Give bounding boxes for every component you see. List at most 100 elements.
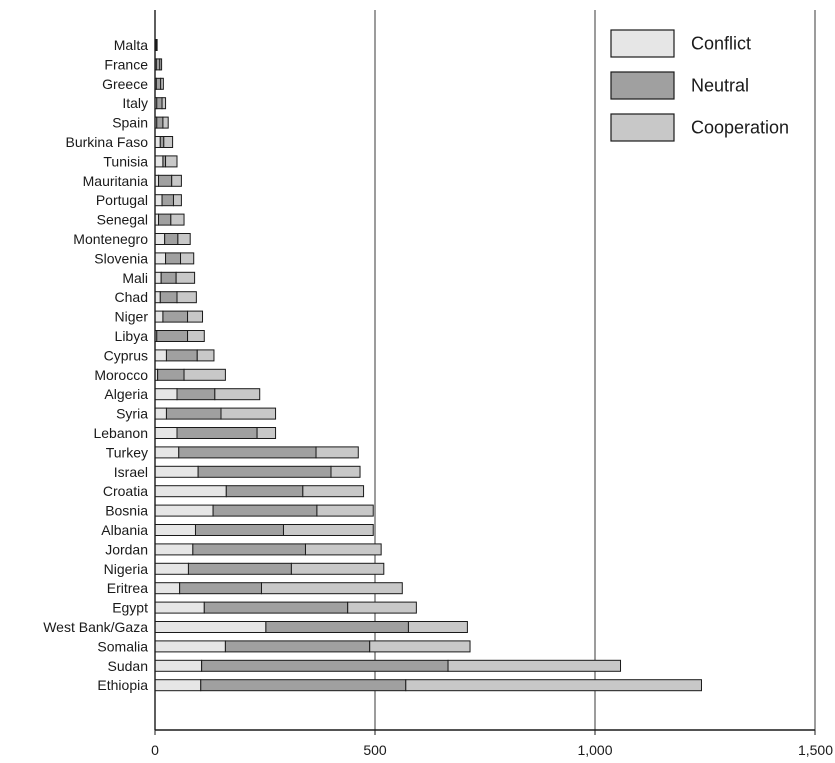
category-label-sudan: Sudan [108,658,148,674]
legend: Conflict Neutral Cooperation [610,29,789,142]
bar-jordan-conflict [154,543,194,556]
bar-sudan-neutral [201,659,449,672]
bar-spain-neutral [156,116,164,129]
bar-libya-neutral [156,330,189,342]
bar-italy-cooperation [161,97,167,110]
legend-label-neutral: Neutral [691,76,749,96]
legend-label-cooperation: Cooperation [691,118,789,138]
bar-burkina-faso-cooperation [163,136,174,148]
x-tick-label-1-000: 1,000 [577,742,612,758]
category-label-croatia: Croatia [103,483,148,499]
category-label-bosnia: Bosnia [105,503,148,519]
bar-nigeria-neutral [187,562,292,575]
bar-senegal-cooperation [170,213,185,226]
category-label-tunisia: Tunisia [103,153,148,169]
category-label-portugal: Portugal [96,192,148,208]
x-tick-labels: 0 500 1,000 1,500 [151,742,833,758]
bar-slovenia-cooperation [180,252,195,265]
bar-israel-conflict [154,465,199,478]
bar-turkey-neutral [178,446,317,459]
bar-burkina-faso-conflict [154,136,161,148]
bar-mali-cooperation [175,271,196,284]
bar-senegal-neutral [158,213,172,226]
legend-swatch-neutral [610,71,675,100]
bar-nigeria-cooperation [290,562,385,575]
bar-albania-conflict [154,524,196,536]
bar-libya-cooperation [187,330,205,342]
category-label-senegal: Senegal [97,212,148,228]
bar-west-bank-gaza-neutral [265,621,409,633]
bar-syria-cooperation [220,407,277,420]
bar-eritrea-neutral [179,582,262,595]
bar-slovenia-neutral [165,252,182,265]
bar-israel-cooperation [330,465,361,478]
bar-chad-cooperation [176,291,197,304]
bar-syria-conflict [154,407,167,420]
category-label-mauritania: Mauritania [83,173,149,189]
legend-label-conflict: Conflict [691,34,751,54]
bar-ethiopia-cooperation [405,679,702,692]
bar-france-neutral [155,58,161,71]
bar-sudan-cooperation [447,659,622,672]
bar-west-bank-gaza-cooperation [407,621,468,633]
bar-france-cooperation [159,58,163,71]
legend-swatch-cooperation [610,113,675,142]
bar-malta-cooperation [155,39,158,51]
category-label-mali: Mali [122,270,148,286]
bar-ethiopia-conflict [154,679,202,692]
category-label-morocco: Morocco [94,367,148,383]
bar-turkey-cooperation [315,446,359,459]
bar-italy-neutral [156,97,163,110]
bar-lebanon-conflict [154,427,178,439]
category-labels: Malta France Greece Italy Spain Burkina Faso T… [43,37,148,693]
bar-west-bank-gaza-conflict [154,621,267,633]
bar-portugal-conflict [154,194,163,207]
category-label-nigeria: Nigeria [104,561,149,577]
bar-bosnia-conflict [154,504,214,517]
category-label-cyprus: Cyprus [104,347,148,363]
bar-albania-cooperation [282,524,374,536]
bar-croatia-conflict [154,485,227,498]
bar-algeria-neutral [176,388,216,401]
bar-greece-cooperation [160,77,164,90]
category-label-west-bank-gaza: West Bank/Gaza [43,619,148,635]
category-label-malta: Malta [114,37,148,53]
category-label-italy: Italy [122,95,148,111]
bar-jordan-neutral [192,543,306,556]
bar-algeria-conflict [154,388,178,401]
bar-egypt-conflict [154,601,205,614]
bar-albania-neutral [194,524,284,536]
category-label-burkina-faso: Burkina Faso [66,134,149,150]
category-label-algeria: Algeria [104,386,148,402]
bar-sudan-conflict [154,659,203,672]
bar-portugal-cooperation [172,194,182,207]
bar-croatia-cooperation [302,485,365,498]
category-label-greece: Greece [102,76,148,92]
bar-somalia-conflict [154,640,226,653]
category-label-somalia: Somalia [97,638,148,654]
bar-bosnia-cooperation [316,504,374,517]
bar-mauritania-cooperation [171,174,182,187]
bar-nigeria-conflict [154,562,189,575]
bar-cyprus-conflict [154,349,167,362]
bar-chad-neutral [159,291,178,304]
bar-portugal-neutral [161,194,174,207]
bar-lebanon-cooperation [256,427,277,439]
bar-spain-cooperation [162,116,169,129]
bar-egypt-neutral [203,601,349,614]
bar-niger-conflict [154,310,164,323]
category-label-israel: Israel [114,464,148,480]
bar-mauritania-neutral [158,174,173,187]
bar-egypt-cooperation [347,601,417,614]
bar-tunisia-conflict [154,155,164,168]
bar-ethiopia-neutral [200,679,407,692]
category-label-turkey: Turkey [106,444,148,460]
bar-montenegro-conflict [154,233,166,245]
bar-cyprus-neutral [165,349,198,362]
bars [154,39,702,692]
bar-mali-neutral [160,271,177,284]
bar-greece-neutral [155,77,162,90]
bar-mali-conflict [154,271,162,284]
